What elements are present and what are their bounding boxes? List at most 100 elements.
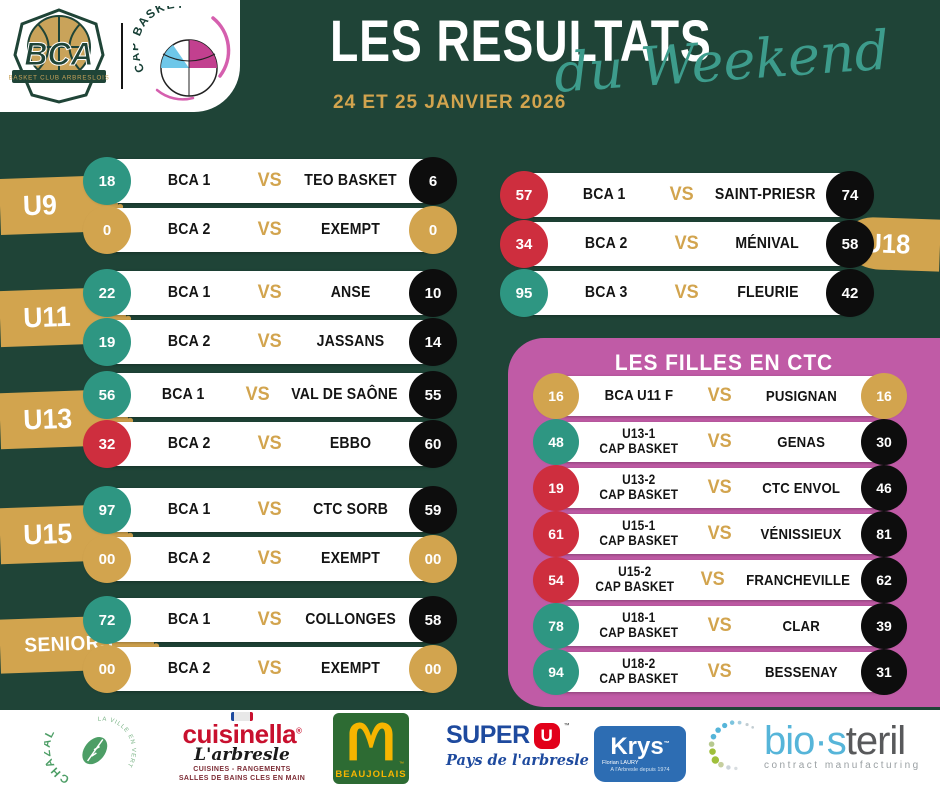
home-team-line1: U18-1 [621,610,656,626]
registered-mark: ® [296,726,302,736]
home-team-line2: CAP BASKET [599,671,678,686]
home-score-badge: 97 [83,486,131,534]
sponsor-cuisinella: cuisinella® L'arbresle CUISINES - RANGEM… [163,712,321,788]
away-score-badge: 14 [409,318,457,366]
home-team-name: BCA 2 [168,333,211,350]
match-row-ctc-5: 54 U15-2 CAP BASKET VS FRANCHEVILLE 62 [533,557,907,603]
match-row-inner: BCA 2 VS EXEMPT [85,537,455,581]
away-score-badge: 42 [826,269,874,317]
home-score-badge: 22 [83,269,131,317]
cuisinella-line2: SALLES DE BAINS CLES EN MAIN [178,775,306,783]
cap-basket-logo: CAP BASKET [133,6,231,101]
trademark-mark: ™ [399,761,404,767]
category-label-text: U15 [22,517,73,551]
home-team-line2: CAP BASKET [599,441,678,456]
home-team-name: BCA 2 [585,235,628,252]
match-row-inner: U18-1 CAP BASKET VS CLAR [535,606,905,646]
vs-label: VS [257,170,283,191]
match-row-inner: BCA 1 VS SAINT-PRIESR [502,173,872,217]
away-score-badge: 16 [861,373,907,419]
match-row-u9-1: 18 BCA 1 VS TEO BASKET 6 [83,157,457,205]
vs-label: VS [257,658,283,679]
ctc-girls-panel: LES FILLES EN CTC 16 BCA U11 F VS PUSIGN… [508,338,940,707]
home-team-name: BCA 2 [168,221,211,238]
away-score-badge: 62 [861,557,907,603]
match-row-inner: U13-1 CAP BASKET VS GENAS [535,422,905,462]
away-team-name: FLEURIE [736,284,799,301]
away-team-name: PUSIGNAN [765,387,838,405]
category-label-text: U13 [22,402,73,436]
home-team-name: BCA 1 [168,611,211,628]
home-score-badge: 54 [533,557,579,603]
away-team-name: TEO BASKET [304,172,397,189]
super-u-name: SUPER [446,721,530,749]
match-row-inner: BCA 2 VS EXEMPT [85,208,455,252]
match-row-ctc-6: 78 U18-1 CAP BASKET VS CLAR 39 [533,603,907,649]
home-score-badge: 00 [83,645,131,693]
away-team-name: JASSANS [316,333,385,350]
match-row-u13-1: 56 BCA 1 VS VAL DE SAÔNE 55 [83,371,457,419]
home-team-name: U15-1 CAP BASKET [599,519,678,548]
home-team-name: U13-1 CAP BASKET [599,427,678,456]
sponsor-strip: CHAZAL LA VILLE EN VERT cuisinella® L'ar… [0,710,940,788]
away-score-badge: 00 [409,645,457,693]
away-team-name: EXEMPT [321,660,380,677]
biosteril-name-gray: teril [845,718,906,763]
sponsor-krys: Krys™ Florian LAURY A l'Arbresle depuis … [594,726,686,782]
home-team-line2: CAP BASKET [599,625,678,640]
match-row-inner: BCA 2 VS EBBO [85,422,455,466]
match-row-u13-2: 32 BCA 2 VS EBBO 60 [83,420,457,468]
vs-label: VS [257,609,283,630]
home-team-name: BCA 2 [168,435,211,452]
away-team-name: EXEMPT [321,221,380,238]
home-score-badge: 48 [533,419,579,465]
home-score-badge: 56 [83,371,131,419]
vs-label: VS [669,184,694,205]
fabricant-badge [231,712,253,721]
krys-subtext: A l'Arbresle depuis 1974 [610,767,670,773]
match-row-ctc-7: 94 U18-2 CAP BASKET VS BESSENAY 31 [533,649,907,695]
super-u-letter: U [540,726,553,745]
dots-swirl-icon [708,720,754,771]
home-team-name: U18-2 CAP BASKET [599,657,678,686]
home-score-badge: 95 [500,269,548,317]
away-team-name: EXEMPT [321,550,380,567]
vs-label: VS [707,385,733,406]
away-score-badge: 60 [409,420,457,468]
match-row-inner: U18-2 CAP BASKET VS BESSENAY [535,652,905,692]
away-team-name: COLLONGES [305,611,396,628]
away-team-name: VAL DE SAÔNE [291,386,398,403]
match-row-inner: BCA 1 VS COLLONGES [85,598,455,642]
match-row-inner: BCA 1 VS TEO BASKET [85,159,455,203]
home-score-badge: 18 [83,157,131,205]
super-u-badge: U [533,723,560,749]
krys-owner: Florian LAURY [602,760,639,766]
home-score-badge: 16 [533,373,579,419]
home-team-name: U13-2 CAP BASKET [599,473,678,502]
home-team-name: BCA 1 [168,501,211,518]
vs-label: VS [257,219,283,240]
krys-name: Krys [610,733,664,760]
away-team-name: FRANCHEVILLE [745,571,850,589]
away-score-badge: 58 [409,596,457,644]
match-row-seniors-2: 00 BCA 2 VS EXEMPT 00 [83,645,457,693]
vs-label: VS [245,384,271,405]
away-score-badge: 39 [861,603,907,649]
date-line: 24 ET 25 JANVIER 2026 [333,92,567,113]
cuisinella-line1: CUISINES - RANGEMENTS [193,765,291,773]
home-team-name: U18-1 CAP BASKET [599,611,678,640]
section-u11-rows: 22 BCA 1 VS ANSE 10 19 BCA 2 VS JASSANS … [83,269,457,366]
home-team-name: BCA 1 [162,386,205,403]
vs-label: VS [674,233,700,254]
category-label-text: U9 [22,189,58,222]
home-team-name: BCA 2 [168,550,211,567]
bca-acronym: BCA [24,36,93,72]
home-score-badge: 00 [83,535,131,583]
away-team-name: CTC ENVOL [762,479,841,497]
vs-label: VS [707,661,733,682]
vs-label: VS [707,523,733,544]
match-row-ctc-1: 16 BCA U11 F VS PUSIGNAN 16 [533,373,907,419]
ctc-panel-rows: 16 BCA U11 F VS PUSIGNAN 16 48 U13-1 CAP [533,373,907,695]
chazal-logo: CHAZAL LA VILLE EN VERT [41,717,135,786]
